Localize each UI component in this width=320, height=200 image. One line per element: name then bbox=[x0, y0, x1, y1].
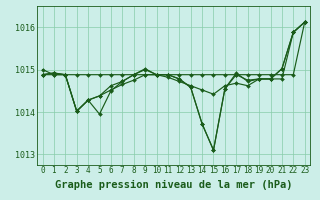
X-axis label: Graphe pression niveau de la mer (hPa): Graphe pression niveau de la mer (hPa) bbox=[55, 180, 292, 190]
